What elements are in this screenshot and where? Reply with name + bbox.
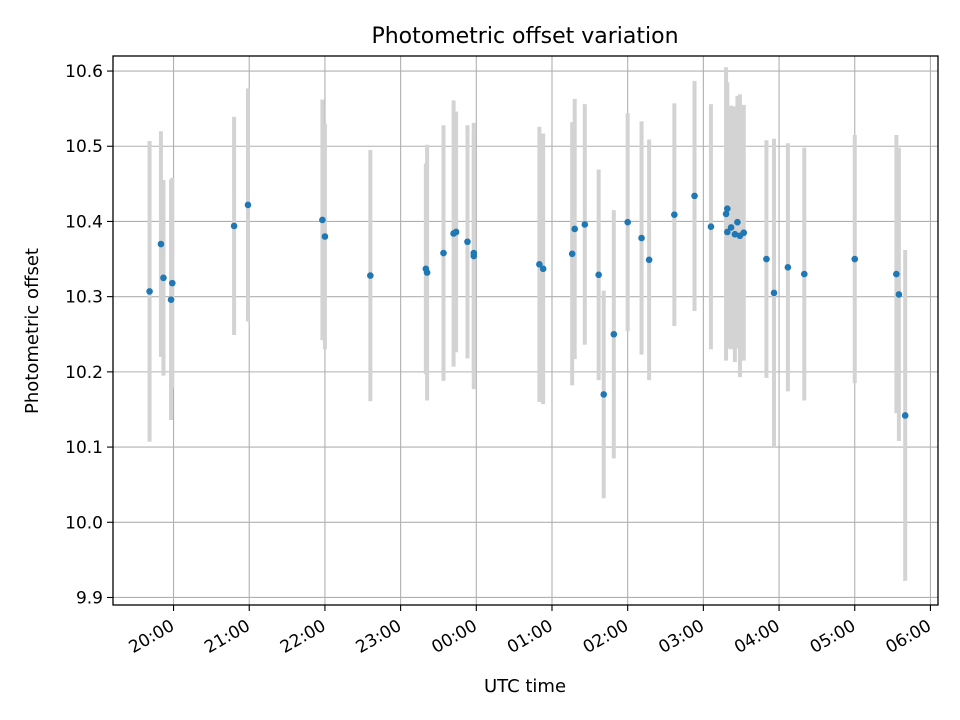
data-point xyxy=(731,230,739,238)
y-tick-label: 10.0 xyxy=(65,513,103,533)
y-tick-label: 10.4 xyxy=(65,212,103,232)
data-point xyxy=(367,272,374,279)
data-point xyxy=(893,270,900,278)
data-point xyxy=(707,223,715,231)
data-point xyxy=(770,289,778,297)
data-point xyxy=(763,255,770,263)
data-point xyxy=(321,233,329,240)
data-point xyxy=(610,330,618,338)
chart-title: Photometric offset variation xyxy=(371,24,678,49)
data-points xyxy=(146,192,909,419)
data-point xyxy=(595,271,602,279)
data-point xyxy=(230,222,238,230)
data-point xyxy=(691,192,698,200)
data-point xyxy=(157,240,165,248)
data-point xyxy=(440,249,447,257)
x-axis-ticks: 20:00 21:00 22:00 23:00 00:00 01:00 02:00 03:00… xyxy=(126,605,935,658)
x-tick-label: 22:00 xyxy=(277,616,329,658)
data-point xyxy=(244,201,252,209)
data-point xyxy=(638,234,645,242)
data-point xyxy=(740,229,748,237)
x-tick-label: 00:00 xyxy=(428,616,480,658)
grid xyxy=(113,56,938,605)
y-tick-label: 10.5 xyxy=(65,137,103,157)
data-point xyxy=(319,216,326,224)
x-tick-label: 01:00 xyxy=(504,616,556,658)
data-point xyxy=(571,225,578,233)
data-point xyxy=(160,274,167,282)
y-tick-label: 10.2 xyxy=(65,363,103,383)
y-tick-label: 10.6 xyxy=(65,62,103,82)
data-point xyxy=(539,265,547,273)
data-point xyxy=(167,296,175,303)
data-point xyxy=(722,210,730,218)
data-point xyxy=(568,250,576,258)
data-point xyxy=(464,238,471,246)
data-point xyxy=(895,291,903,298)
x-tick-label: 02:00 xyxy=(580,616,632,658)
error-bars xyxy=(147,67,908,581)
data-point xyxy=(600,391,608,398)
y-axis-ticks: 9.9 10.0 10.1 10.2 10.3 10.4 10.5 10.6 xyxy=(65,62,113,608)
x-tick-label: 20:00 xyxy=(126,616,178,658)
y-tick-label: 9.9 xyxy=(76,588,103,608)
x-tick-label: 21:00 xyxy=(201,616,253,658)
y-tick-label: 10.3 xyxy=(65,288,103,308)
data-point xyxy=(470,252,478,260)
x-tick-label: 04:00 xyxy=(731,616,783,658)
data-point xyxy=(901,412,909,419)
x-tick-label: 06:00 xyxy=(882,616,934,658)
data-point xyxy=(624,218,631,226)
data-point xyxy=(645,256,653,264)
data-point xyxy=(536,261,543,268)
data-point xyxy=(851,255,859,263)
plot-frame xyxy=(112,55,939,606)
x-tick-label: 05:00 xyxy=(807,616,859,658)
x-axis-label: UTC time xyxy=(484,676,566,697)
data-point xyxy=(724,205,731,212)
data-point xyxy=(724,228,731,236)
data-point xyxy=(423,269,431,276)
data-point xyxy=(734,218,741,226)
y-axis-label: Photometric offset xyxy=(22,248,43,414)
data-point xyxy=(671,211,678,218)
x-tick-label: 23:00 xyxy=(353,616,405,658)
data-point xyxy=(581,221,589,228)
data-point xyxy=(784,264,792,271)
data-point xyxy=(168,279,176,287)
y-tick-label: 10.1 xyxy=(65,438,103,458)
data-point xyxy=(452,228,460,236)
data-point xyxy=(146,288,153,295)
data-point xyxy=(727,224,735,231)
data-point xyxy=(800,270,808,278)
x-tick-label: 03:00 xyxy=(655,616,707,658)
